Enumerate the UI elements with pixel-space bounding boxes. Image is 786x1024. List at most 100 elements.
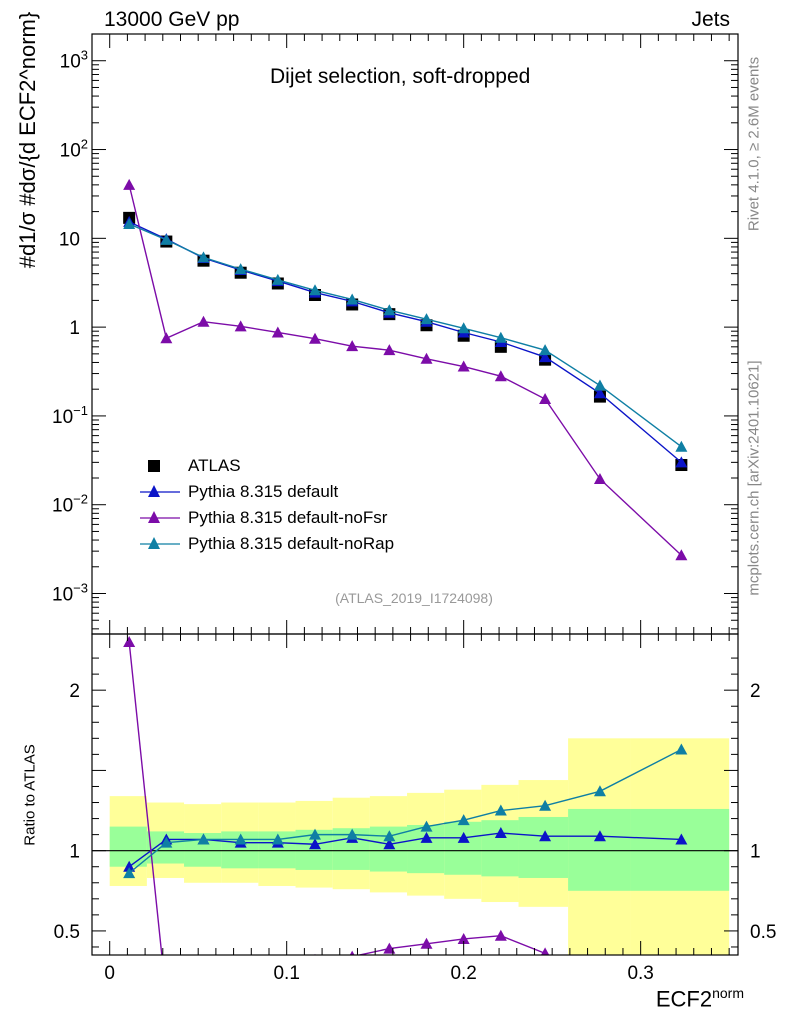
plot-frames: 0 0.1 0.2 0.3 10−3 10−2 10−1 1 10 102 103 0.5 0.5 1 1 2…: [52, 33, 776, 984]
series-marker-noRap: [494, 331, 507, 343]
legend-label: Pythia 8.315 default: [188, 482, 339, 501]
legend-atlas-marker: [148, 460, 160, 472]
ratio-marker-default: [457, 831, 470, 843]
band-inner: [444, 821, 482, 875]
ratio-y-tick-label: 2: [69, 681, 80, 702]
band-inner: [407, 824, 445, 874]
series-marker-noFsr: [160, 332, 173, 344]
y-tick-label: 10−3: [52, 581, 88, 606]
series-marker-noRap: [309, 284, 322, 296]
ratio-marker-noRap: [675, 743, 688, 755]
x-tick-label: 0.3: [627, 963, 653, 984]
ratio-marker-noRap: [539, 799, 552, 811]
ratio-line-noRap: [128, 748, 682, 874]
series-marker-noFsr: [420, 352, 433, 364]
series-marker-noFsr: [309, 332, 322, 344]
series-marker-noFsr: [457, 360, 470, 372]
category-label: Jets: [691, 8, 730, 31]
ratio-marker-noRap: [346, 828, 359, 840]
x-tick-label: 0.2: [450, 963, 476, 984]
ratio-marker-noFsr: [123, 636, 136, 648]
ratio-marker-default: [539, 830, 552, 842]
band-inner: [630, 808, 730, 891]
ratio-marker-noRap: [457, 814, 470, 826]
series-line-noRap: [128, 223, 682, 448]
ratio-marker-default: [383, 838, 396, 850]
ratio-marker-default: [420, 831, 433, 843]
series-marker-noRap: [675, 440, 688, 452]
ratio-marker-noFsr: [540, 947, 550, 955]
series-marker-noRap: [234, 263, 247, 275]
series-marker-noRap: [123, 217, 136, 229]
x-axis-label-text: ECF2: [655, 986, 713, 1012]
series-marker-noFsr: [383, 344, 396, 356]
series-marker-noRap: [457, 322, 470, 334]
series-marker-noFsr: [234, 320, 247, 332]
ratio-marker-default: [123, 860, 136, 872]
ratio-marker-noFsr: [383, 942, 396, 954]
ratio-marker-noFsr: [198, 973, 210, 984]
ratio-marker-noFsr: [235, 965, 247, 976]
series-marker-noRap: [383, 304, 396, 316]
series-marker-noFsr: [675, 549, 688, 561]
ratio-marker-noFsr: [494, 929, 507, 941]
ratio-y-tick-label: 1: [69, 842, 80, 863]
ratio-marker-noRap: [197, 833, 210, 845]
series-marker-noFsr: [539, 393, 552, 405]
ratio-line-noFsr: [128, 641, 549, 955]
ratio-marker-default: [494, 827, 507, 839]
series-marker-default: [539, 351, 552, 363]
analysis-watermark: (ATLAS_2019_I1724098): [335, 590, 493, 606]
series-marker-noRap: [593, 379, 606, 391]
main-series: [123, 178, 688, 561]
band-inner: [481, 820, 519, 877]
series-marker-noFsr: [123, 178, 136, 190]
legend-label: Pythia 8.315 default-noFsr: [188, 508, 388, 527]
ratio-marker-noRap: [160, 836, 173, 848]
ratio-y-axis-text: Ratio to ATLAS: [21, 744, 39, 846]
legend-default-marker: [140, 485, 180, 497]
series-marker-noFsr: [197, 315, 210, 327]
ratio-marker-noRap: [494, 804, 507, 816]
beam-label: 13000 GeV pp: [104, 8, 240, 31]
x-tick-label: 0.1: [273, 963, 299, 984]
series-marker-noFsr: [271, 326, 284, 338]
ratio-marker-noRap: [123, 867, 136, 879]
band-inner: [109, 826, 147, 867]
ratio-marker-noFsr: [420, 937, 433, 949]
ratio-series: [92, 636, 738, 997]
mcplots-side-text: mcplots.cern.ch [arXiv:2401.10621]: [745, 360, 763, 596]
main-plot: [123, 178, 688, 561]
series-marker-noRap: [160, 233, 173, 245]
series-marker-noRap: [197, 251, 210, 263]
series-line-noFsr: [128, 184, 682, 556]
main-y-axis-text: #d1/σ #dσ/{d ECF2^norm}: [15, 11, 40, 269]
ratio-y-tick-label-right: 2: [750, 681, 761, 702]
ratio-marker-noFsr: [594, 986, 606, 997]
ratio-frame: [91, 633, 739, 956]
series-marker-noRap: [420, 313, 433, 325]
ratio-bands: [109, 738, 730, 955]
ratio-marker-noRap: [309, 828, 322, 840]
ratio-marker-noFsr: [349, 950, 355, 955]
series-marker-default: [593, 387, 606, 399]
legend-norap-marker: [140, 537, 180, 549]
series-marker-noFsr: [494, 370, 507, 382]
y-tick-label: 10−1: [52, 403, 88, 428]
series-marker-noRap: [346, 293, 359, 305]
ratio-plot: [92, 636, 738, 997]
ratio-marker-noRap: [593, 785, 606, 797]
ratio-marker-noRap: [420, 820, 433, 832]
ratio-y-tick-label-right: 0.5: [750, 922, 776, 943]
series-marker-default: [675, 456, 688, 468]
ratio-marker-default: [675, 833, 688, 845]
x-tick-label: 0: [104, 963, 115, 984]
series-marker-noFsr: [593, 472, 606, 484]
ratio-marker-noRap: [271, 833, 284, 845]
band-inner: [568, 808, 631, 891]
series-marker-noRap: [271, 273, 284, 285]
y-tick-label: 1: [69, 318, 80, 339]
ratio-marker-noFsr: [457, 932, 470, 944]
series-marker-noFsr: [346, 340, 359, 352]
